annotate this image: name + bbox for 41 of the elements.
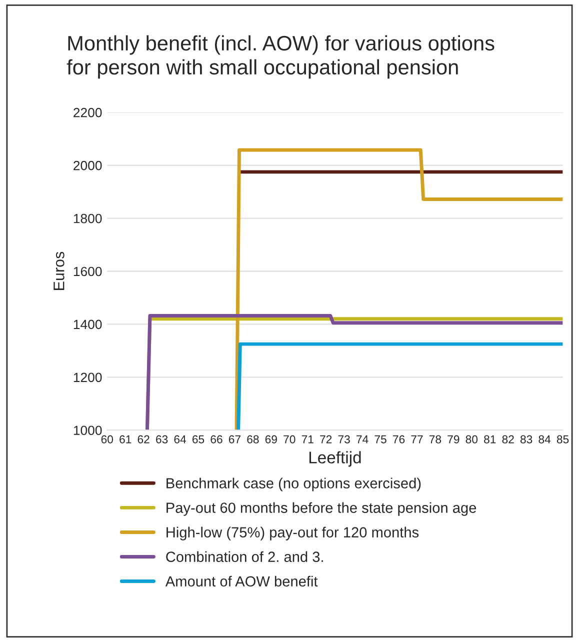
y-axis-title: Euros: [54, 252, 64, 290]
y-tick-label: 1000: [74, 426, 102, 436]
y-tick-label: 1400: [74, 320, 102, 330]
legend-label: Pay-out 60 months before the state pension age: [166, 502, 476, 516]
x-tick-label: 66: [210, 435, 222, 444]
chart-title: Monthly benefit (incl. AOW) for various options for person with small occupational pension: [66, 35, 494, 79]
legend-label: Combination of 2. and 3.: [166, 551, 323, 562]
x-axis-title: Leeftijd: [309, 451, 361, 467]
x-tick-label: 63: [156, 435, 168, 444]
x-tick-label: 72: [320, 435, 332, 444]
legend-label: Benchmark case (no options exercised): [166, 478, 421, 492]
x-tick-label: 68: [247, 435, 259, 444]
y-tick-label: 2000: [74, 160, 102, 170]
x-tick-label: 82: [502, 435, 514, 444]
x-tick-label: 79: [448, 435, 460, 444]
x-tick-label: 83: [520, 435, 532, 444]
x-tick-label: 62: [138, 435, 150, 444]
x-tick-label: 80: [466, 435, 478, 444]
x-tick-label: 65: [192, 435, 204, 444]
y-tick-label: 1600: [74, 266, 102, 276]
x-tick-label: 70: [284, 435, 296, 444]
x-tick-label: 73: [338, 435, 350, 444]
x-tick-label: 74: [356, 435, 368, 444]
x-tick-label: 78: [429, 435, 442, 444]
legend-label: High-low (75%) pay-out for 120 months: [166, 526, 419, 540]
legend-label: Amount of AOW benefit: [165, 576, 318, 587]
x-tick-label: 60: [101, 435, 114, 444]
x-tick-label: 67: [228, 435, 240, 444]
x-tick-label: 81: [484, 435, 496, 444]
x-tick-label: 71: [302, 435, 314, 444]
x-tick-label: 77: [411, 435, 423, 444]
x-tick-label: 75: [374, 435, 386, 444]
x-tick-label: 84: [538, 435, 551, 444]
x-tick-label: 69: [265, 435, 277, 444]
y-tick-label: 1200: [74, 372, 102, 382]
x-tick-label: 64: [174, 435, 186, 444]
x-tick-label: 85: [556, 435, 569, 444]
x-tick-label: 76: [392, 435, 405, 444]
x-tick-label: 61: [120, 435, 132, 444]
y-tick-label: 2200: [74, 108, 102, 118]
y-tick-label: 1800: [74, 214, 102, 224]
